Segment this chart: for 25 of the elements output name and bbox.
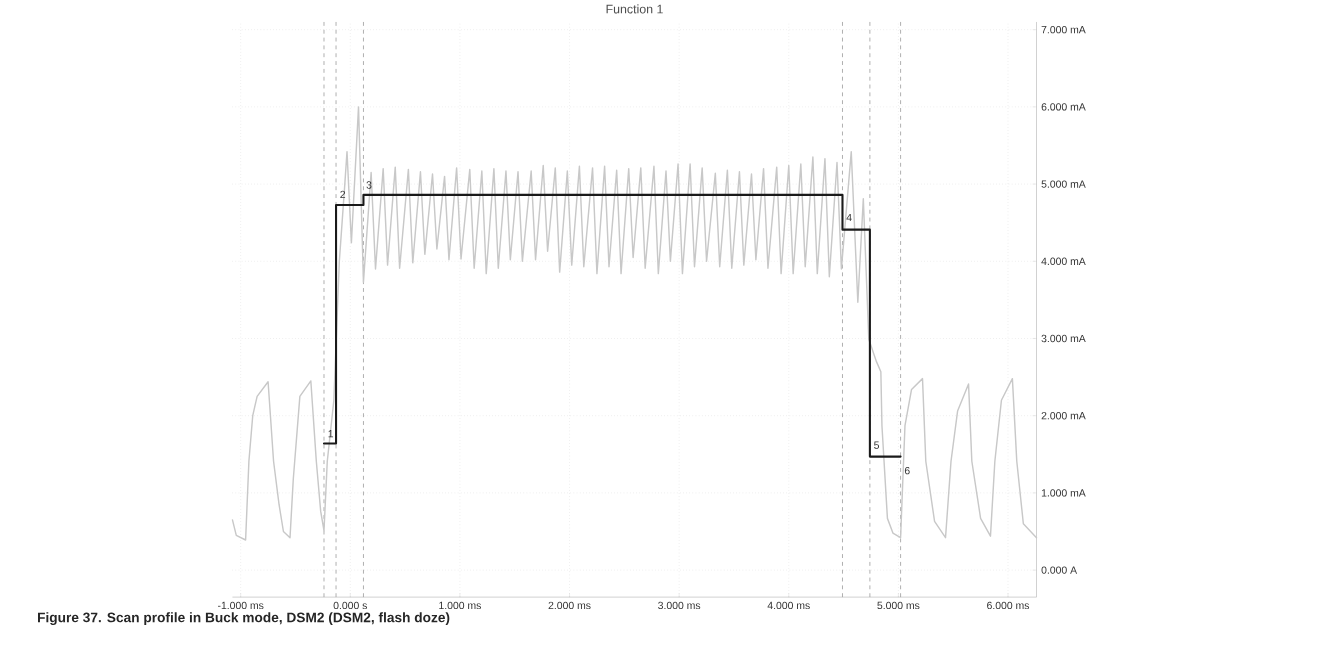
- chart-title: Function 1: [606, 4, 663, 14]
- annotation: 6: [904, 466, 910, 475]
- annotation: 4: [846, 213, 852, 222]
- x-tick-label: 6.000 ms: [987, 601, 1030, 610]
- y-tick-label: 0.000 A: [1041, 566, 1078, 574]
- y-tick-label: 5.000 mA: [1041, 180, 1086, 188]
- x-tick-label: 5.000 ms: [877, 601, 920, 610]
- y-tick-label: 4.000 mA: [1041, 257, 1086, 265]
- annotation: 3: [366, 181, 372, 189]
- y-tick-label: 3.000 mA: [1041, 334, 1086, 343]
- annotation: 5: [874, 441, 880, 449]
- x-tick-label: 3.000 ms: [658, 601, 701, 610]
- line-series: [231, 106, 1038, 541]
- y-tick-label: 2.000 mA: [1041, 411, 1086, 420]
- x-tick-label: 4.000 ms: [767, 601, 810, 610]
- x-tick-label: -1.000 ms: [217, 601, 264, 610]
- text: Figure 37. Scan profile in Buck mode, DSM2 (DSM2, flash doze): [38, 612, 450, 626]
- y-tick-label: 1.000 mA: [1041, 489, 1086, 497]
- y-tick-label: 6.000 mA: [1041, 103, 1086, 111]
- annotation: 2: [340, 190, 346, 198]
- annotation: 1: [328, 430, 334, 438]
- x-tick-label: 1.000 ms: [439, 601, 481, 610]
- y-tick-label: 7.000 mA: [1041, 25, 1086, 34]
- x-tick-label: 2.000 ms: [548, 601, 591, 610]
- x-tick-label: 0.000 s: [333, 601, 368, 610]
